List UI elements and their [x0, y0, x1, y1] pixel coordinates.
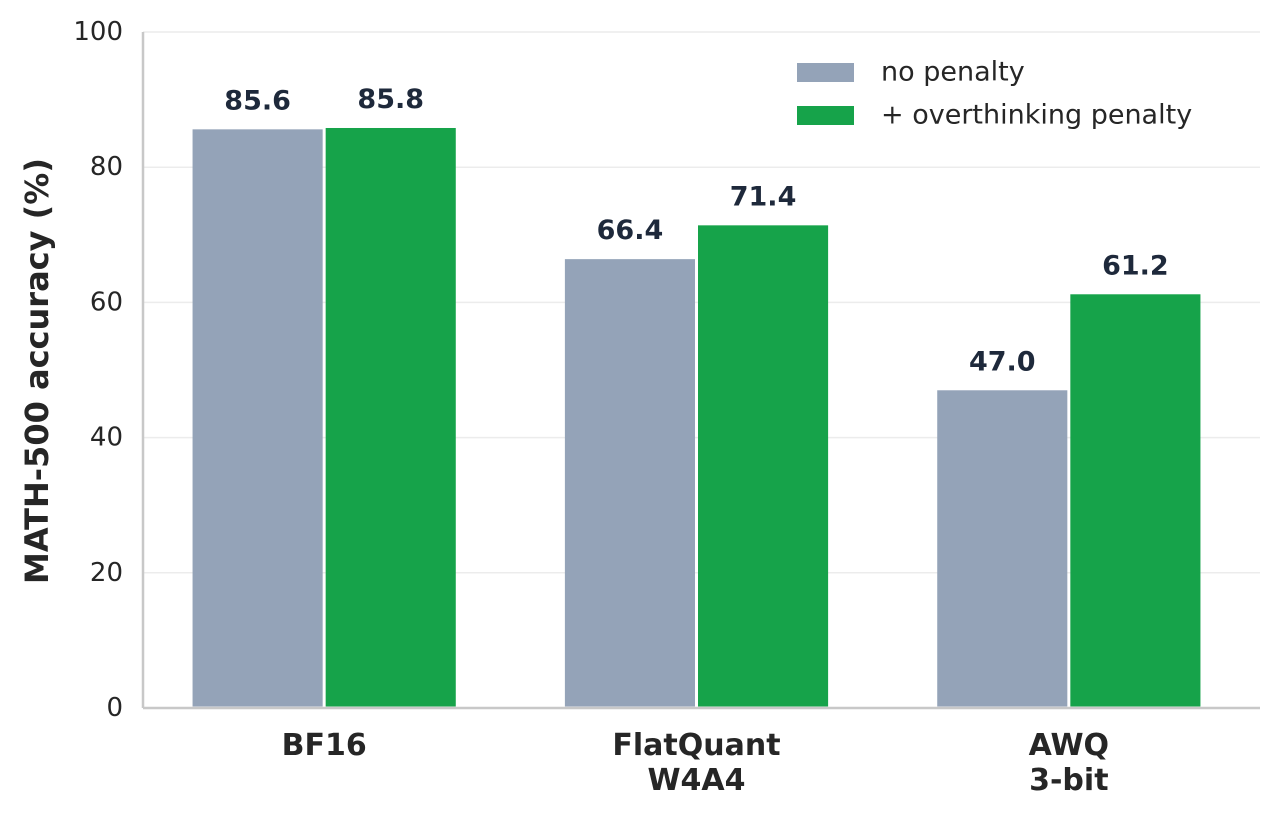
bar-value-label: 47.0: [969, 346, 1036, 377]
axes: 0 20 40 60 80 100 MATH-500 accuracy (%) BF16 Fla…: [18, 17, 1260, 798]
x-category-label: 3-bit: [1029, 763, 1108, 798]
bar-value-label: 85.6: [224, 85, 291, 116]
x-category-label: BF16: [282, 728, 367, 763]
y-tick-label: 20: [90, 558, 123, 588]
legend-entry: + overthinking penalty: [881, 100, 1192, 131]
bar-value-label: 71.4: [730, 181, 797, 212]
x-category-label: AWQ: [1029, 728, 1109, 763]
bar-no-penalty: [937, 390, 1068, 707]
y-tick-label: 100: [73, 17, 123, 47]
bar-overthinking-penalty: [325, 127, 456, 707]
data-labels: 85.6 85.8 66.4 71.4 47.0 61.2: [224, 84, 1168, 377]
bar-value-label: 61.2: [1102, 250, 1169, 281]
legend-swatch: [797, 63, 854, 82]
y-tick-label: 0: [106, 693, 123, 723]
legend-entry: no penalty: [881, 57, 1025, 88]
bar-value-label: 66.4: [597, 215, 664, 246]
bar-overthinking-penalty: [1070, 294, 1201, 707]
bars: [192, 127, 1201, 707]
x-category-label: FlatQuant: [612, 728, 780, 763]
y-tick-label: 60: [90, 287, 123, 317]
y-axis-title: MATH-500 accuracy (%): [18, 158, 56, 584]
y-tick-label: 40: [90, 423, 123, 453]
bar-no-penalty: [564, 259, 695, 707]
x-category-label: W4A4: [647, 763, 745, 798]
bar-overthinking-penalty: [698, 225, 829, 707]
y-tick-label: 80: [90, 152, 123, 182]
bar-no-penalty: [192, 129, 323, 707]
legend-swatch: [797, 106, 854, 125]
legend: no penalty + overthinking penalty: [797, 57, 1192, 131]
bar-value-label: 85.8: [357, 84, 424, 115]
